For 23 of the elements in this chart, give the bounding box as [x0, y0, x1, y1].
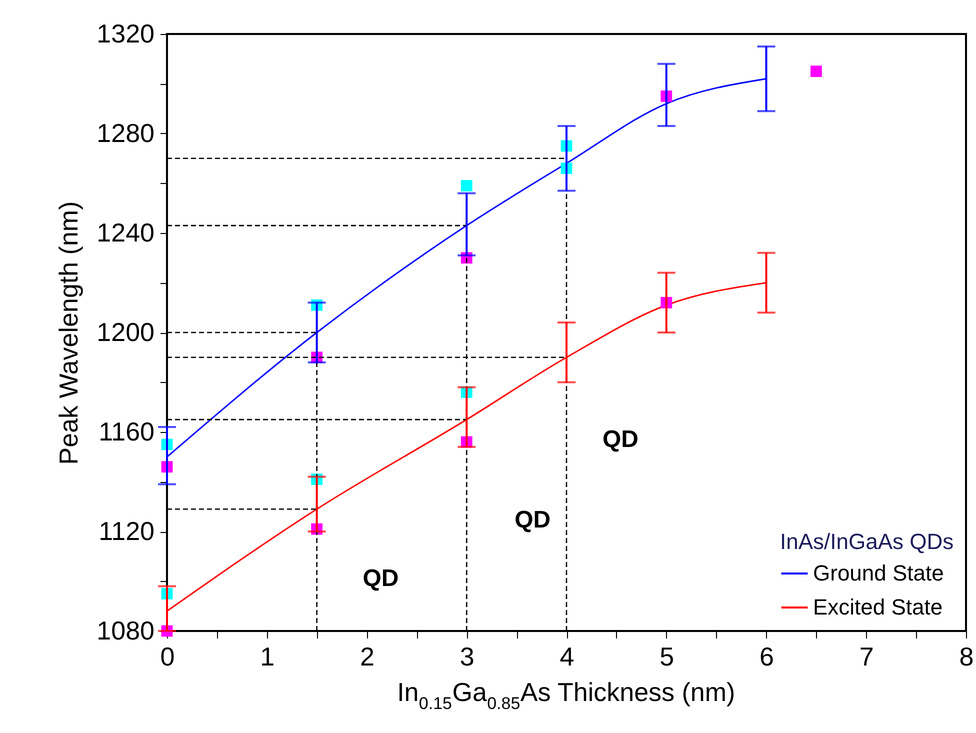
y-tick-label: 1080 — [96, 616, 154, 646]
x-tick-label: 0 — [160, 642, 175, 672]
x-tick-label: 4 — [560, 642, 574, 672]
y-tick-label: 1160 — [98, 416, 154, 446]
legend-label: Ground State — [813, 560, 944, 586]
y-tick-label: 1240 — [96, 218, 154, 248]
x-tick-label: 6 — [760, 642, 774, 672]
annotation: QD — [362, 565, 399, 592]
x-tick-label: 1 — [260, 642, 275, 672]
annotation: QD — [602, 426, 638, 453]
x-tick-label: 3 — [460, 642, 474, 672]
y-axis-title: Peak Wavelength (nm) — [54, 201, 84, 465]
annotation: QD — [514, 506, 551, 534]
x-tick-label: 8 — [959, 642, 974, 672]
legend-title: InAs/InGaAs QDs — [780, 529, 954, 554]
x-tick-label: 7 — [859, 642, 874, 672]
y-tick-label: 1320 — [96, 18, 154, 48]
y-tick-label: 1120 — [98, 516, 154, 546]
x-tick-label: 2 — [360, 642, 374, 672]
y-tick-label: 1200 — [96, 317, 154, 347]
legend-label: Excited State — [813, 594, 943, 620]
y-tick-label: 1280 — [96, 118, 154, 148]
x-tick-label: 5 — [660, 642, 674, 672]
